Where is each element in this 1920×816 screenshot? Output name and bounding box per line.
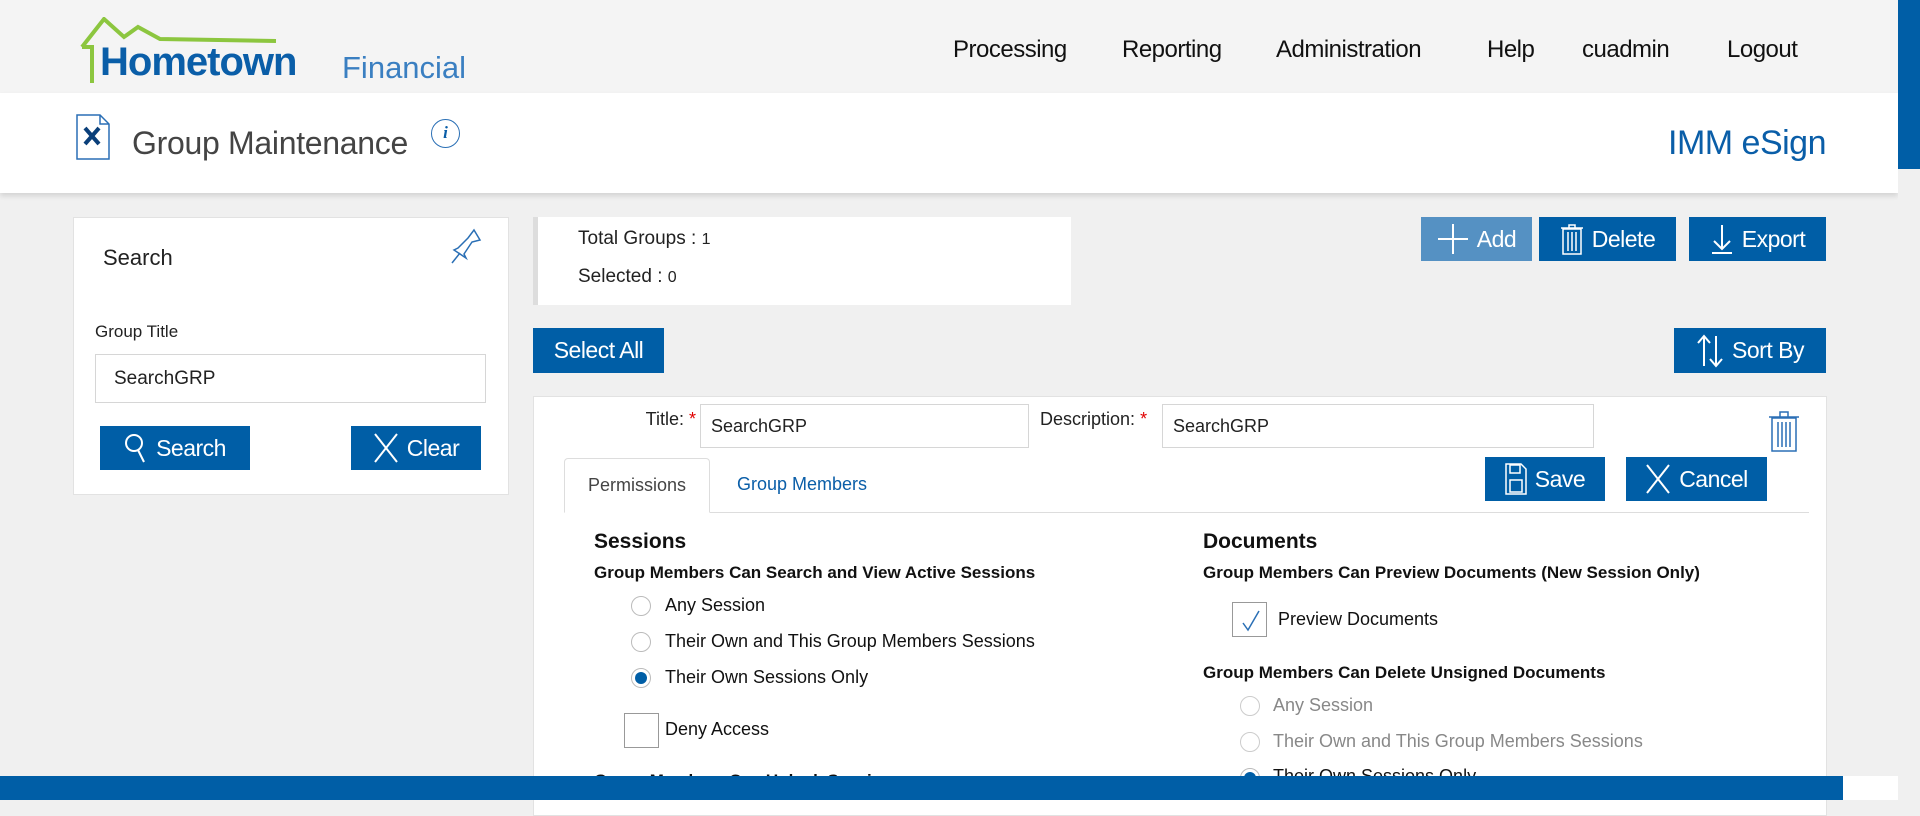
radio-any-session[interactable]	[631, 596, 651, 616]
radio-own-sessions-only[interactable]	[631, 668, 651, 688]
export-button[interactable]: Export	[1689, 217, 1826, 261]
radio-delete-own-and-group[interactable]	[1240, 732, 1260, 752]
logo[interactable]	[76, 17, 476, 85]
deny-access-checkbox[interactable]	[624, 713, 659, 748]
scrollbar-track[interactable]	[1898, 169, 1920, 800]
footer-bar	[0, 776, 1843, 800]
clear-button[interactable]: Clear	[351, 426, 481, 470]
total-groups: Total Groups : 1	[578, 228, 710, 250]
preview-documents-label: Preview Documents	[1278, 609, 1439, 629]
app-name: IMM eSign	[1668, 124, 1827, 162]
group-title-label: Group Title	[95, 322, 179, 341]
pin-icon[interactable]	[450, 228, 482, 264]
tab-permissions[interactable]: Permissions	[564, 458, 710, 513]
checkmark-icon	[1242, 610, 1260, 632]
radio-label: Their Own Sessions Only	[665, 667, 869, 687]
radio-label: Any Session	[665, 595, 766, 615]
selected-value: 0	[667, 269, 677, 286]
add-button-label: Add	[1476, 225, 1517, 252]
sort-icon	[1697, 333, 1723, 368]
plus-icon	[1437, 224, 1468, 254]
group-card	[533, 396, 1827, 816]
radio-delete-any-session[interactable]	[1240, 696, 1260, 716]
preview-documents-checkbox[interactable]	[1232, 602, 1267, 637]
required-mark: *	[688, 409, 696, 429]
delete-unsigned-subheading: Group Members Can Delete Unsigned Docume…	[1203, 663, 1606, 682]
footer-corner	[1843, 776, 1898, 800]
nav-administration[interactable]: Administration	[1276, 36, 1422, 63]
stats-box	[533, 217, 1071, 305]
page-header	[0, 93, 1898, 193]
delete-group-icon[interactable]	[1768, 410, 1800, 452]
nav-processing[interactable]: Processing	[953, 36, 1067, 63]
title-label-text: Title:	[645, 409, 684, 429]
selected-count: Selected : 0	[578, 266, 677, 288]
cancel-button-label: Cancel	[1679, 465, 1748, 492]
top-navbar	[0, 0, 1898, 93]
documents-heading: Documents	[1203, 530, 1318, 553]
select-all-button[interactable]: Select All	[533, 328, 664, 373]
logo-house-icon	[80, 17, 277, 83]
nav-reporting[interactable]: Reporting	[1122, 36, 1222, 63]
sort-by-button[interactable]: Sort By	[1674, 328, 1826, 373]
group-title-input[interactable]: SearchGRP	[95, 354, 486, 403]
search-button[interactable]: Search	[100, 426, 250, 470]
radio-label: Their Own and This Group Members Session…	[1273, 731, 1643, 751]
tab-strip-line	[564, 512, 1809, 513]
nav-user[interactable]: cuadmin	[1582, 36, 1670, 63]
required-mark: *	[1140, 409, 1148, 429]
total-groups-value: 1	[701, 231, 711, 248]
close-icon	[373, 433, 398, 463]
description-label-text: Description:	[1040, 409, 1136, 429]
description-input[interactable]: SearchGRP	[1162, 404, 1594, 448]
export-button-label: Export	[1741, 225, 1806, 252]
preview-subheading: Group Members Can Preview Documents (New…	[1203, 563, 1700, 582]
sessions-heading: Sessions	[594, 530, 687, 553]
nav-help[interactable]: Help	[1487, 36, 1535, 63]
close-icon	[1646, 464, 1670, 494]
deny-access-label: Deny Access	[665, 719, 770, 739]
group-maintenance-icon	[76, 114, 110, 160]
description-label: Description: *	[1040, 409, 1147, 430]
sort-by-label: Sort By	[1732, 337, 1804, 363]
title-input[interactable]: SearchGRP	[700, 404, 1029, 448]
logo-subtext: Financial	[342, 50, 467, 85]
search-panel-title: Search	[103, 245, 173, 270]
tab-group-members[interactable]: Group Members	[737, 474, 868, 494]
scrollbar-thumb[interactable]	[1898, 0, 1920, 169]
trash-icon	[1560, 224, 1583, 255]
delete-button-label: Delete	[1591, 225, 1656, 252]
sessions-subheading: Group Members Can Search and View Active…	[594, 563, 1036, 582]
search-button-label: Search	[156, 434, 226, 461]
save-icon	[1505, 463, 1527, 495]
save-button-label: Save	[1534, 465, 1586, 492]
radio-own-and-group-sessions[interactable]	[631, 632, 651, 652]
delete-button[interactable]: Delete	[1539, 217, 1676, 261]
info-icon[interactable]: i	[431, 119, 460, 148]
cancel-button[interactable]: Cancel	[1626, 457, 1767, 501]
radio-label: Their Own and This Group Members Session…	[665, 631, 1035, 651]
selected-label: Selected :	[578, 266, 663, 287]
nav-logout[interactable]: Logout	[1727, 36, 1798, 63]
radio-label: Any Session	[1273, 695, 1374, 715]
add-button[interactable]: Add	[1421, 217, 1532, 261]
save-button[interactable]: Save	[1485, 457, 1605, 501]
total-groups-label: Total Groups :	[578, 228, 697, 249]
search-icon	[125, 434, 145, 463]
page-title: Group Maintenance	[132, 125, 408, 161]
clear-button-label: Clear	[406, 434, 460, 461]
title-label: Title: *	[600, 409, 696, 430]
download-icon	[1711, 225, 1732, 254]
logo-text: Hometown	[100, 40, 297, 84]
